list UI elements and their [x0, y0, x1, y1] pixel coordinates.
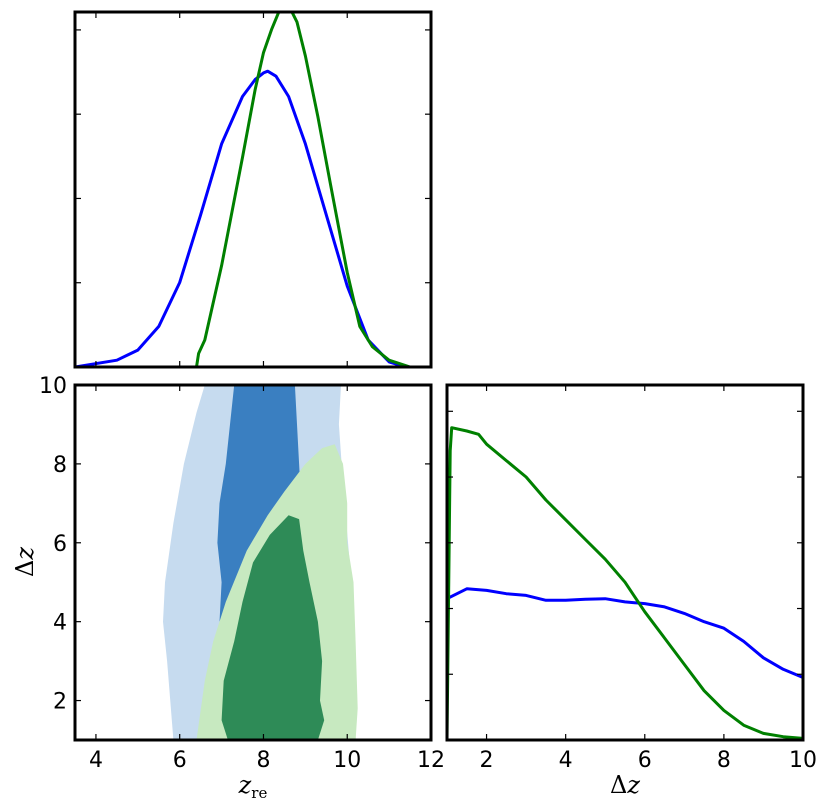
y-tick-label: 2 — [53, 690, 67, 715]
panel-joint-frame — [73, 383, 433, 742]
series-line-1 — [447, 587, 803, 679]
series-line-2 — [195, 12, 411, 367]
y-tick-label: 10 — [39, 374, 67, 399]
x-tick-label: 10 — [789, 748, 817, 773]
x-tick-label: 8 — [717, 748, 731, 773]
x-tick-label: 2 — [480, 748, 494, 773]
x-tick-label: 4 — [89, 748, 103, 773]
x-tick-label: 10 — [333, 748, 361, 773]
x-axis-label-zre: zre — [238, 771, 268, 802]
series-line-2 — [447, 426, 803, 740]
y-tick-label: 8 — [53, 453, 67, 478]
y-axis-label-dz: Δz — [11, 547, 39, 577]
panel-top-frame — [73, 10, 433, 369]
panel-right-frame — [445, 383, 805, 742]
x-axis-label-dz: Δz — [610, 771, 640, 799]
panel-right-marginal: 2 4 6 8 10 — [445, 383, 817, 773]
y-tick-label: 4 — [53, 611, 67, 636]
x-tick-label: 8 — [256, 748, 270, 773]
series-line-1 — [75, 69, 407, 367]
x-tick-label: 6 — [638, 748, 652, 773]
x-tick-label: 6 — [173, 748, 187, 773]
x-tick-label: 12 — [417, 748, 445, 773]
panel-joint-contours: 4 6 8 10 12 2 4 6 8 10 — [39, 374, 445, 773]
panel-top-marginal — [73, 10, 433, 369]
contour-region-4 — [221, 515, 325, 740]
x-tick-label: 4 — [559, 748, 573, 773]
y-tick-label: 6 — [53, 532, 67, 557]
